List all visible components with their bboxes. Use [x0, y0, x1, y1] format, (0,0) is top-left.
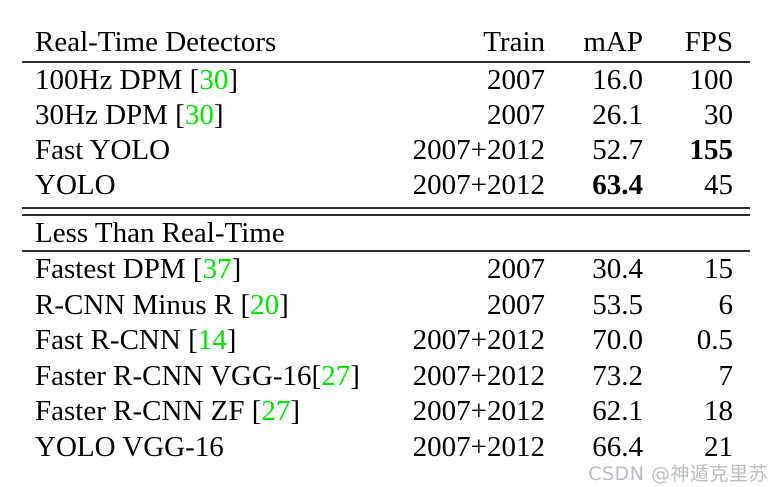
col-header-map: mAP	[583, 26, 643, 58]
detector-cell: Fastest DPM [37]	[22, 255, 390, 284]
fps-cell: 30	[704, 99, 733, 131]
citation-close-bracket: ]	[290, 395, 301, 428]
map-cell: 26.1	[592, 99, 643, 131]
citation-close-bracket: ]	[279, 288, 289, 321]
detector-name: Fastest DPM [	[35, 253, 203, 286]
detector-name: YOLO VGG-16	[35, 430, 224, 463]
train-cell: 2007	[487, 99, 545, 131]
double-rule-divider	[22, 207, 750, 216]
citation-number: 14	[197, 324, 227, 357]
map-cell: 73.2	[592, 359, 643, 392]
detector-cell: 30Hz DPM [30]	[22, 101, 390, 130]
fps-cell: 155	[689, 134, 734, 166]
section-header-label: Less Than Real-Time	[35, 216, 285, 249]
citation-close-bracket: ]	[231, 253, 242, 286]
table-row: YOLO VGG-16 2007+2012 66.4 21	[22, 430, 750, 466]
train-cell: 2007	[487, 253, 545, 286]
section-header-row: Less Than Real-Time	[22, 216, 750, 252]
map-cell: 66.4	[592, 430, 643, 463]
citation-number: 30	[184, 99, 214, 131]
map-cell: 30.4	[592, 253, 643, 286]
slower-section-body: Fastest DPM [37] 2007 30.4 15 R-CNN Minus R …	[22, 252, 750, 465]
citation-close-bracket: ]	[350, 359, 360, 392]
train-cell: 2007	[487, 64, 545, 96]
train-cell: 2007+2012	[412, 169, 545, 201]
detector-comparison-table: Real-Time Detectors Train mAP FPS 100Hz …	[22, 24, 750, 465]
detector-name: R-CNN Minus R [	[35, 288, 251, 321]
map-cell: 70.0	[592, 324, 643, 357]
fps-cell: 7	[718, 359, 734, 392]
col-header-train: Train	[483, 26, 545, 58]
detector-name: Fast YOLO	[35, 134, 171, 166]
detector-cell: YOLO VGG-16	[22, 430, 390, 463]
detector-name: Faster R-CNN VGG-16[	[35, 359, 322, 392]
detector-cell: Faster R-CNN ZF [27]	[22, 397, 390, 426]
citation-number: 30	[199, 64, 229, 96]
table-row: 100Hz DPM [30] 2007 16.0 100	[22, 63, 750, 98]
citation-number: 27	[321, 359, 351, 392]
train-cell: 2007	[487, 288, 545, 321]
train-cell: 2007+2012	[412, 395, 545, 428]
citation-close-bracket: ]	[213, 99, 224, 131]
detector-name: 100Hz DPM [	[35, 64, 200, 96]
detector-name: Fast R-CNN [	[35, 324, 198, 357]
train-cell: 2007+2012	[412, 134, 545, 166]
csdn-watermark: CSDN @神遁克里苏	[588, 463, 768, 485]
map-cell: 52.7	[592, 134, 643, 166]
map-cell: 16.0	[592, 64, 643, 96]
detector-cell: 100Hz DPM [30]	[22, 66, 390, 95]
table-row: 30Hz DPM [30] 2007 26.1 30	[22, 98, 750, 133]
fps-cell: 45	[704, 169, 733, 201]
map-cell: 53.5	[592, 288, 643, 321]
table-row: YOLO 2007+2012 63.4 45	[22, 168, 750, 203]
table-row: Fast R-CNN [14] 2007+2012 70.0 0.5	[22, 323, 750, 359]
table-row: Fastest DPM [37] 2007 30.4 15	[22, 252, 750, 288]
fps-cell: 18	[704, 395, 733, 428]
fps-cell: 21	[704, 430, 733, 463]
detector-name: 30Hz DPM [	[35, 99, 185, 131]
map-cell: 62.1	[592, 395, 643, 428]
detector-cell: Fast YOLO	[22, 136, 390, 165]
train-cell: 2007+2012	[412, 430, 545, 463]
citation-close-bracket: ]	[228, 64, 239, 96]
citation-number: 37	[202, 253, 232, 286]
table-row: Faster R-CNN VGG-16[27] 2007+2012 73.2 7	[22, 359, 750, 395]
citation-number: 20	[250, 288, 280, 321]
detector-cell: Faster R-CNN VGG-16[27]	[22, 359, 390, 392]
table-header-row: Real-Time Detectors Train mAP FPS	[22, 24, 750, 63]
citation-close-bracket: ]	[226, 324, 237, 357]
map-cell: 63.4	[592, 169, 643, 201]
citation-number: 27	[261, 395, 291, 428]
train-cell: 2007+2012	[412, 359, 545, 392]
detector-cell: Fast R-CNN [14]	[22, 326, 390, 355]
col-header-detectors: Real-Time Detectors	[35, 26, 277, 58]
col-header-fps: FPS	[684, 26, 733, 58]
detector-name: YOLO	[35, 169, 116, 201]
table-row: Fast YOLO 2007+2012 52.7 155	[22, 133, 750, 168]
detector-cell: YOLO	[22, 171, 390, 200]
fps-cell: 100	[689, 64, 734, 96]
fps-cell: 15	[704, 253, 733, 286]
fps-cell: 6	[718, 288, 734, 321]
table-row: Faster R-CNN ZF [27] 2007+2012 62.1 18	[22, 394, 750, 430]
detector-cell: R-CNN Minus R [20]	[22, 288, 390, 321]
train-cell: 2007+2012	[412, 324, 545, 357]
detector-name: Faster R-CNN ZF [	[35, 395, 262, 428]
fps-cell: 0.5	[696, 324, 733, 357]
realtime-section-body: 100Hz DPM [30] 2007 16.0 100 30Hz DPM [30] 20…	[22, 63, 750, 203]
table-row: R-CNN Minus R [20] 2007 53.5 6	[22, 288, 750, 324]
